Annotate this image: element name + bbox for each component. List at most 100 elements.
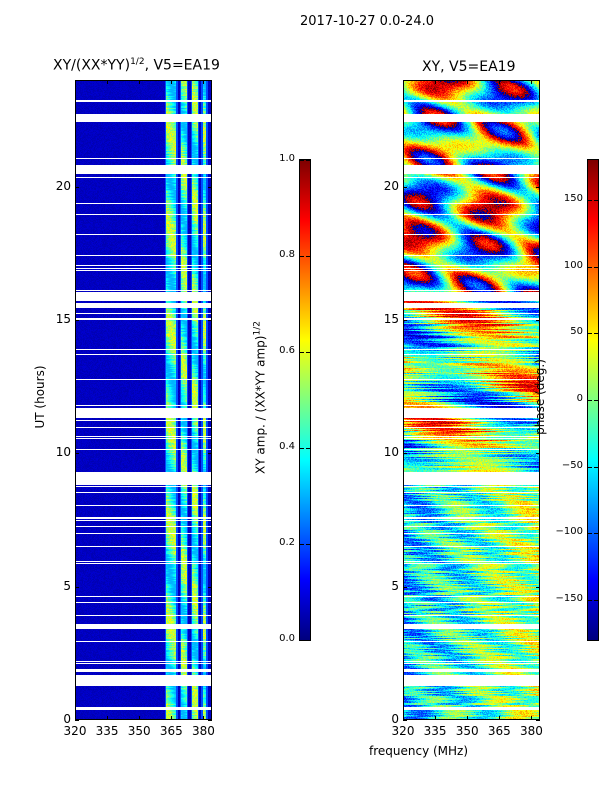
ytick-mark xyxy=(208,720,212,721)
colorbar-tick-mark xyxy=(588,466,592,468)
colorbar-tick-mark xyxy=(306,448,310,449)
xtick-mark xyxy=(203,716,205,720)
ytick-mark xyxy=(403,186,407,188)
colorbar-tick-mark xyxy=(306,256,310,257)
ytick-label: 0 xyxy=(63,712,71,726)
ytick-mark xyxy=(75,320,79,321)
xtick-label: 365 xyxy=(487,724,511,738)
ytick-mark xyxy=(403,720,407,721)
amplitude-heatmap xyxy=(75,80,212,720)
colorbar-tick-mark xyxy=(594,600,598,601)
colorbar-tick-mark xyxy=(588,333,592,335)
xtick-mark xyxy=(107,80,109,84)
ytick-label: 20 xyxy=(55,178,71,193)
ytick-mark xyxy=(208,453,212,455)
xtick-mark xyxy=(435,716,437,720)
colorbar-tick-mark xyxy=(300,256,304,257)
colorbar-tick-mark xyxy=(588,400,592,401)
ytick-mark xyxy=(75,453,79,455)
cb1-label-sup: 1/2 xyxy=(252,321,263,336)
xtick-label: 320 xyxy=(63,724,87,738)
ytick-mark xyxy=(536,720,540,721)
ytick-mark xyxy=(536,586,540,588)
ytick-label: 10 xyxy=(383,445,399,460)
left-title-suffix: , V5=EA19 xyxy=(144,57,220,74)
xtick-label: 350 xyxy=(127,724,151,738)
left-title-main: XY/(XX*YY) xyxy=(53,57,131,74)
ytick-label: 0 xyxy=(391,712,399,726)
colorbar-tick-mark xyxy=(300,160,304,161)
ytick-label: 15 xyxy=(383,312,399,326)
xtick-mark xyxy=(435,80,437,84)
xlabel: frequency (MHz) xyxy=(369,744,469,758)
colorbar-tick-mark xyxy=(594,200,598,201)
colorbar-tick-mark xyxy=(588,600,592,601)
ytick-label: 10 xyxy=(55,445,71,460)
colorbar-tick-label: −100 xyxy=(555,526,583,538)
colorbar-tick-mark xyxy=(594,400,598,401)
xtick-mark xyxy=(531,80,533,84)
right-plot-title: XY, V5=EA19 xyxy=(422,59,516,75)
colorbar-tick-mark xyxy=(588,533,592,535)
ytick-mark xyxy=(536,320,540,321)
xtick-mark xyxy=(171,80,173,84)
colorbar-tick-mark xyxy=(594,266,598,268)
ytick-mark xyxy=(403,586,407,588)
phase-colorbar-label: phase (deg.) xyxy=(533,359,547,435)
xtick-label: 335 xyxy=(423,724,447,738)
colorbar-tick-label: 1.0 xyxy=(279,153,295,164)
colorbar-tick-mark xyxy=(300,640,304,641)
colorbar-tick-mark xyxy=(306,640,310,641)
colorbar-tick-label: 0.0 xyxy=(279,633,295,644)
colorbar-tick-label: 50 xyxy=(570,326,583,338)
xtick-mark xyxy=(203,80,205,84)
ytick-mark xyxy=(536,186,540,188)
amplitude-colorbar-label: XY amp. / (XX*YY amp)1/2 xyxy=(253,298,268,498)
colorbar-tick-mark xyxy=(588,200,592,201)
colorbar-tick-mark xyxy=(306,352,310,353)
colorbar-tick-label: −150 xyxy=(555,593,583,604)
ytick-label: 15 xyxy=(55,312,71,326)
amplitude-colorbar xyxy=(300,160,310,640)
ytick-mark xyxy=(536,453,540,455)
colorbar-tick-label: 0.8 xyxy=(279,249,295,260)
xtick-mark xyxy=(139,80,141,84)
ytick-label: 5 xyxy=(63,578,71,593)
xtick-mark xyxy=(499,716,501,720)
xtick-mark xyxy=(531,716,533,720)
xtick-label: 335 xyxy=(95,724,119,738)
colorbar-tick-mark xyxy=(300,544,304,545)
colorbar-tick-label: −50 xyxy=(561,459,583,471)
left-title-sup: 1/2 xyxy=(130,57,145,67)
xtick-label: 380 xyxy=(519,724,543,738)
ytick-mark xyxy=(75,720,79,721)
colorbar-tick-label: 150 xyxy=(563,193,583,204)
colorbar-tick-mark xyxy=(594,333,598,335)
colorbar-tick-mark xyxy=(594,466,598,468)
xtick-mark xyxy=(467,716,469,720)
phase-heatmap xyxy=(403,80,540,720)
xtick-mark xyxy=(499,80,501,84)
xtick-mark xyxy=(403,80,404,84)
colorbar-tick-label: 0.6 xyxy=(279,345,295,356)
left-ylabel: UT (hours) xyxy=(33,365,47,429)
ytick-mark xyxy=(403,320,407,321)
ytick-mark xyxy=(75,186,79,188)
xtick-mark xyxy=(139,716,141,720)
colorbar-tick-mark xyxy=(300,352,304,353)
xtick-label: 380 xyxy=(191,724,215,738)
ytick-mark xyxy=(75,586,79,588)
colorbar-tick-mark xyxy=(300,448,304,449)
ytick-mark xyxy=(208,186,212,188)
cb1-label-main: XY amp. / (XX*YY amp) xyxy=(253,335,268,474)
xtick-mark xyxy=(107,716,109,720)
colorbar-tick-label: 100 xyxy=(563,259,583,271)
xtick-mark xyxy=(75,716,76,720)
ytick-label: 5 xyxy=(391,578,399,593)
colorbar-tick-mark xyxy=(594,533,598,535)
colorbar-tick-mark xyxy=(588,266,592,268)
xtick-mark xyxy=(467,80,469,84)
xtick-label: 320 xyxy=(391,724,415,738)
xtick-mark xyxy=(75,80,76,84)
